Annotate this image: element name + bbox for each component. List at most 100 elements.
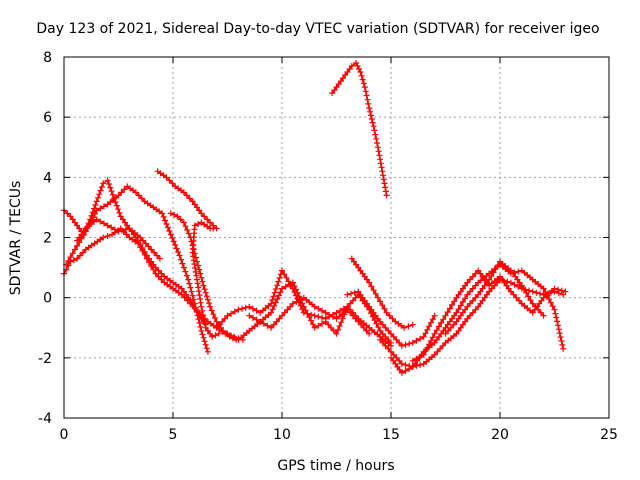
data-point	[431, 351, 438, 358]
data-point	[74, 255, 81, 262]
data-point	[398, 342, 405, 349]
data-point	[206, 300, 212, 307]
data-point	[377, 298, 384, 305]
data-point	[371, 127, 378, 134]
data-point	[119, 216, 126, 223]
data-point	[326, 311, 333, 318]
data-point	[156, 255, 163, 262]
data-point	[396, 357, 403, 364]
data-point	[477, 288, 484, 295]
data-point	[349, 297, 356, 304]
data-point	[375, 148, 382, 155]
x-tick-label: 10	[273, 427, 291, 443]
data-point	[260, 320, 267, 327]
data-point	[164, 224, 171, 231]
data-point	[363, 327, 370, 334]
data-point	[381, 180, 388, 187]
data-point	[293, 286, 299, 293]
data-point	[453, 309, 460, 316]
data-point	[167, 210, 174, 217]
data-point	[547, 299, 554, 306]
data-point	[302, 307, 309, 314]
data-point	[472, 294, 479, 301]
data-point	[344, 291, 351, 298]
data-point	[155, 267, 162, 274]
data-point	[69, 216, 76, 223]
data-point	[279, 285, 285, 292]
data-point	[523, 289, 530, 296]
data-point	[207, 219, 214, 226]
data-point	[381, 305, 388, 312]
data-point	[413, 337, 420, 344]
series-arc-10	[329, 60, 390, 199]
data-point	[420, 351, 427, 358]
x-tick-label: 25	[600, 427, 618, 443]
data-point	[433, 327, 440, 334]
y-tick-label: 6	[43, 110, 52, 126]
data-point	[540, 312, 547, 319]
data-point	[191, 250, 198, 257]
data-point	[182, 223, 189, 230]
data-point	[442, 324, 449, 331]
data-point	[90, 214, 97, 221]
data-point	[108, 188, 115, 195]
data-point	[198, 274, 205, 281]
data-point	[507, 279, 514, 286]
data-point	[525, 293, 532, 300]
data-point	[472, 282, 479, 289]
data-point	[486, 288, 493, 295]
data-point	[422, 330, 429, 337]
data-point	[376, 152, 383, 159]
data-point	[515, 283, 522, 290]
data-point	[513, 294, 520, 301]
data-point	[355, 288, 362, 295]
data-point	[559, 341, 566, 348]
data-point	[208, 307, 215, 314]
data-point	[268, 309, 275, 316]
data-point	[185, 230, 192, 237]
data-point	[198, 303, 205, 310]
data-point	[285, 278, 292, 285]
data-point	[166, 228, 173, 234]
data-point	[119, 227, 126, 234]
data-point	[291, 283, 298, 290]
data-point	[275, 278, 282, 285]
data-point	[377, 160, 384, 167]
data-point	[275, 292, 282, 299]
data-point	[152, 270, 159, 277]
data-point	[409, 321, 416, 328]
data-point	[201, 213, 208, 220]
data-point	[209, 333, 216, 340]
series-arc-9	[246, 294, 373, 337]
y-tick-label: 8	[43, 50, 52, 66]
data-point	[201, 338, 208, 345]
data-point	[406, 340, 413, 347]
data-point	[330, 327, 337, 334]
data-point	[363, 92, 370, 99]
data-point	[472, 306, 479, 313]
data-point	[264, 322, 271, 329]
data-point	[197, 323, 204, 330]
series-layer	[61, 60, 569, 376]
data-point	[167, 231, 174, 238]
data-point	[562, 288, 569, 295]
data-point	[287, 303, 294, 310]
data-point	[201, 320, 208, 327]
data-point	[115, 228, 122, 235]
data-point	[216, 321, 223, 328]
data-point	[417, 361, 424, 368]
data-point	[309, 321, 316, 328]
data-point	[488, 273, 495, 279]
data-point	[428, 319, 434, 326]
data-point	[268, 300, 275, 307]
data-point	[163, 174, 170, 181]
data-point	[215, 330, 222, 337]
data-point	[392, 360, 399, 367]
data-point	[173, 245, 180, 252]
data-point	[551, 285, 558, 292]
data-point	[555, 286, 562, 293]
data-point	[270, 321, 277, 328]
data-point	[344, 306, 351, 313]
data-point	[201, 316, 207, 323]
data-point	[388, 348, 394, 355]
